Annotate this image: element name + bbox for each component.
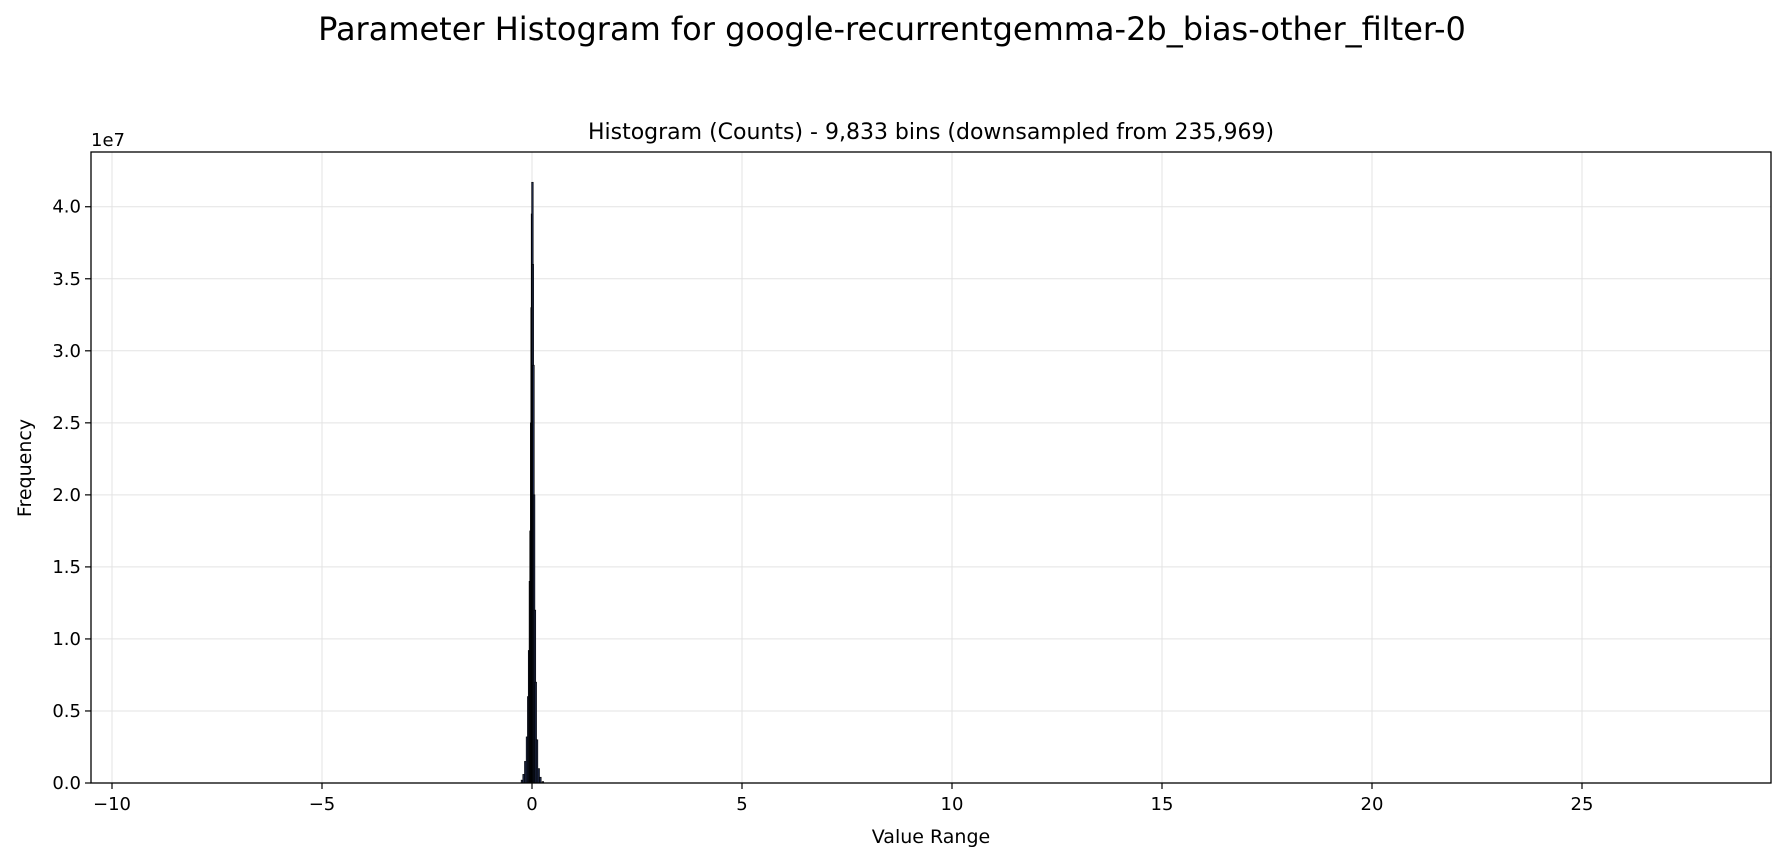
histogram-bar [524, 761, 527, 784]
x-tick-label: 20 [1361, 794, 1384, 815]
y-tick-label: 0.0 [52, 773, 81, 794]
axis-ticks: −10 −5 0 5 10 15 20 25 0.0 0.5 1.0 1.5 2.0 2.5 3.0 3.5 4… [52, 197, 1593, 815]
x-tick-label: 10 [941, 794, 964, 815]
x-axis-label: Value Range [872, 826, 990, 848]
y-tick-label: 3.0 [52, 341, 81, 362]
x-tick-label: −5 [309, 794, 336, 815]
y-tick-label: 2.0 [52, 485, 81, 506]
y-tick-label: 1.0 [52, 629, 81, 650]
y-tick-label: 3.5 [52, 269, 81, 290]
y-tick-label: 4.0 [52, 197, 81, 218]
y-axis-label: Frequency [14, 419, 36, 517]
histogram-bar [537, 768, 540, 784]
x-tick-label: 5 [736, 794, 747, 815]
histogram-bar [522, 774, 525, 784]
x-tick-label: 15 [1151, 794, 1174, 815]
y-axis-offset-label: 1e7 [91, 130, 125, 151]
plot-title: Histogram (Counts) - 9,833 bins (downsam… [588, 120, 1274, 145]
plot-frame [90, 151, 1772, 784]
histogram-bar [539, 776, 542, 784]
histogram-bars [520, 181, 545, 784]
y-tick-label: 2.5 [52, 413, 81, 434]
x-tick-label: −10 [93, 794, 131, 815]
grid-lines [91, 152, 1771, 784]
y-tick-label: 0.5 [52, 701, 81, 722]
x-tick-label: 0 [526, 794, 537, 815]
y-tick-label: 1.5 [52, 557, 81, 578]
figure-suptitle: Parameter Histogram for google-recurrent… [318, 10, 1466, 48]
histogram-bar [535, 739, 539, 784]
x-tick-label: 25 [1571, 794, 1594, 815]
